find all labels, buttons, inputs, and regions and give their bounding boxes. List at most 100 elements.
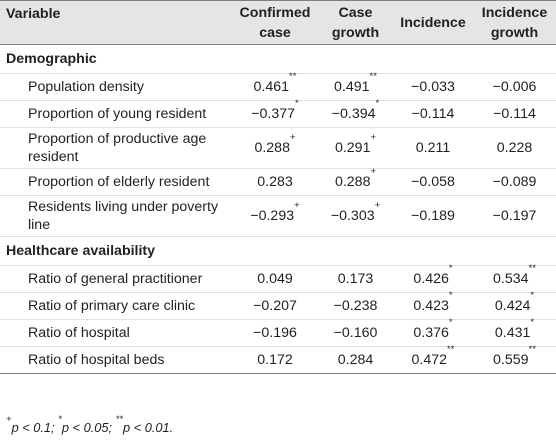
cell-incidence: 0.423*: [393, 291, 473, 320]
cell-incidence: −0.033: [393, 73, 473, 101]
cell-value: 0.534: [493, 271, 529, 287]
table-footnote: +p < 0.1; *p < 0.05; **p < 0.01.: [6, 415, 173, 435]
cell-value: −0.114: [493, 106, 536, 122]
table-header: Variable Confirmed case Case growth Inci…: [0, 0, 556, 45]
section-title: Demographic: [6, 51, 97, 67]
cell-incidence-growth: −0.089: [473, 168, 556, 196]
significance-mark: +: [370, 166, 377, 177]
significance-mark: *: [448, 317, 453, 328]
cell-case-growth: −0.238: [318, 292, 393, 320]
significance-mark: *: [375, 98, 380, 109]
cell-incidence-growth: −0.197: [473, 195, 556, 237]
cell-value: 0.283: [257, 174, 293, 190]
section-header-row: Healthcare availability: [0, 236, 556, 266]
cell-case-growth: 0.491**: [318, 71, 393, 101]
cell-value: 0.049: [257, 271, 293, 287]
cell-value: 0.228: [496, 140, 533, 156]
table-row: Proportion of productive age resident 0.…: [0, 127, 556, 169]
significance-mark: *: [448, 263, 453, 274]
row-label: Residents living under poverty line: [0, 195, 232, 237]
cell-incidence-growth: 0.431*: [473, 317, 556, 347]
footnote-mark: +: [6, 414, 12, 425]
cell-value: 0.172: [257, 352, 293, 368]
cell-value: 0.291: [334, 140, 371, 156]
cell-value: −0.089: [492, 174, 537, 190]
cell-incidence-growth: −0.006: [473, 73, 556, 101]
table-row: Proportion of elderly resident 0.283 0.2…: [0, 166, 556, 196]
significance-mark: *: [530, 290, 535, 301]
significance-mark: **: [289, 71, 297, 82]
row-label: Ratio of hospital: [0, 319, 232, 347]
cell-incidence-growth: 0.228: [473, 127, 556, 169]
correlation-table: Variable Confirmed case Case growth Inci…: [0, 0, 556, 374]
significance-mark: **: [528, 263, 536, 274]
cell-confirmed-case: −0.377*: [232, 98, 318, 128]
cell-value: −0.033: [411, 79, 455, 95]
cell-confirmed-case: 0.461**: [232, 71, 318, 101]
row-label: Ratio of hospital beds: [0, 346, 232, 374]
cell-confirmed-case: −0.293+: [232, 195, 318, 237]
cell-confirmed-case: 0.172: [232, 346, 318, 374]
cell-value: 0.491: [334, 79, 370, 95]
section-title: Healthcare availability: [0, 236, 556, 266]
row-label: Proportion of productive age resident: [0, 127, 232, 169]
cell-incidence: −0.189: [393, 195, 473, 237]
significance-mark: **: [528, 344, 536, 355]
row-label: Proportion of elderly resident: [0, 168, 232, 196]
table-body: Demographic Population density 0.461** 0…: [0, 45, 556, 374]
table-row: Ratio of general practitioner 0.049 0.17…: [0, 263, 556, 293]
cell-value: 0.173: [337, 271, 374, 287]
cell-value: 0.424: [494, 298, 531, 314]
header-variable: Variable: [0, 0, 232, 45]
header-case-growth: Case growth: [318, 0, 393, 45]
cell-incidence-growth: 0.534**: [473, 263, 556, 293]
cell-value: 0.284: [337, 352, 374, 368]
cell-value: −0.377: [251, 106, 296, 122]
cell-case-growth: 0.288+: [318, 166, 393, 196]
table-row: Proportion of young resident −0.377* −0.…: [0, 98, 556, 128]
cell-incidence: −0.058: [393, 168, 473, 196]
cell-case-growth: 0.284: [318, 346, 393, 374]
cell-value: −0.238: [333, 298, 378, 314]
cell-incidence-growth: 0.559**: [473, 344, 556, 374]
row-label: Ratio of primary care clinic: [0, 292, 232, 320]
row-label: Population density: [0, 73, 232, 101]
significance-mark: +: [370, 132, 377, 143]
cell-value: −0.303: [330, 208, 375, 224]
significance-mark: **: [447, 344, 455, 355]
cell-incidence-growth: 0.424*: [473, 290, 556, 320]
cell-value: −0.114: [411, 106, 455, 122]
footnote-text: p < 0.1;: [11, 420, 59, 435]
significance-mark: +: [289, 132, 296, 143]
cell-incidence: 0.376*: [393, 317, 473, 347]
header-incidence: Incidence: [393, 0, 473, 45]
cell-confirmed-case: 0.288+: [232, 127, 318, 169]
cell-value: 0.288: [254, 140, 290, 156]
section-header-row: Demographic: [0, 45, 556, 74]
cell-incidence-growth: −0.114: [473, 100, 556, 128]
significance-mark: *: [295, 98, 299, 109]
cell-value: 0.461: [253, 79, 290, 95]
cell-value: 0.376: [413, 325, 449, 341]
significance-mark: +: [374, 200, 381, 211]
cell-value: −0.189: [411, 208, 455, 224]
table-row: Residents living under poverty line −0.2…: [0, 195, 556, 237]
cell-incidence: 0.426*: [393, 263, 473, 293]
cell-case-growth: 0.173: [318, 265, 393, 293]
cell-case-growth: −0.160: [318, 319, 393, 347]
significance-mark: *: [530, 317, 535, 328]
cell-confirmed-case: 0.283: [232, 168, 318, 196]
cell-case-growth: −0.394*: [318, 98, 393, 128]
cell-case-growth: −0.303+: [318, 195, 393, 237]
footnote-mark: **: [115, 414, 123, 425]
cell-value: 0.431: [494, 325, 531, 341]
footnote-text: p < 0.05;: [61, 420, 116, 435]
table-row: Ratio of primary care clinic −0.207 −0.2…: [0, 290, 556, 320]
cell-value: 0.559: [493, 352, 529, 368]
cell-value: 0.472: [411, 352, 448, 368]
table-row: Population density 0.461** 0.491** −0.03…: [0, 71, 556, 101]
significance-mark: **: [369, 71, 377, 82]
cell-value: −0.197: [492, 208, 537, 224]
cell-value: −0.207: [253, 298, 297, 314]
